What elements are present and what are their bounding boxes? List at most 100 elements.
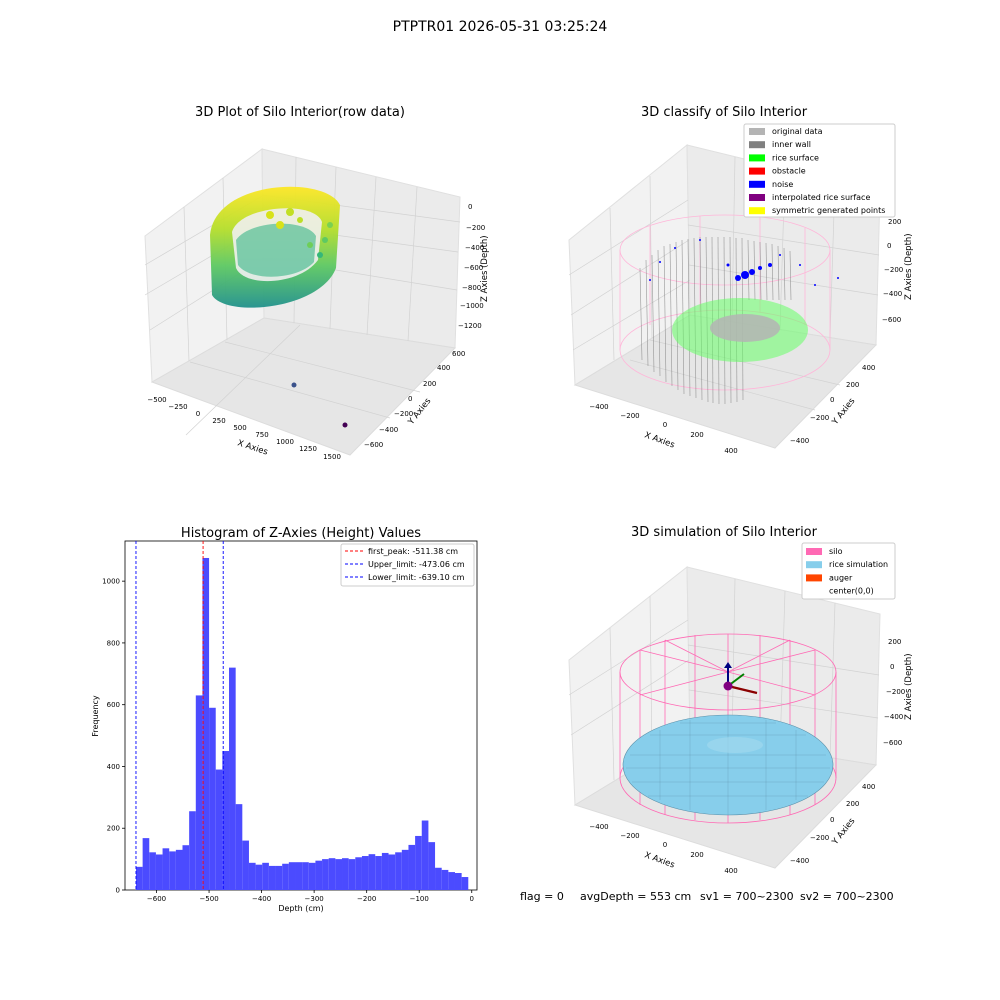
classify-z-label: Z Axies (Depth) <box>904 233 914 300</box>
tick-label: 200 <box>690 431 703 439</box>
raw-y-ticks: −600 −400 −200 0 200 400 600 <box>364 350 465 449</box>
grid-lines <box>568 578 880 781</box>
histogram-bar <box>308 862 316 890</box>
histogram-bar <box>335 859 343 890</box>
tick-label: −800 <box>462 284 481 292</box>
outlier-point-2 <box>342 422 348 428</box>
y-tick-label: 0 <box>116 887 120 895</box>
legend-frame <box>743 123 896 218</box>
tick-label: −200 <box>394 410 413 418</box>
status-avg-depth: avgDepth = 553 cm <box>580 890 691 903</box>
legend-label: noise <box>772 180 793 189</box>
histogram-bar <box>235 804 243 890</box>
legend-swatch <box>749 141 765 149</box>
histogram-y-label: Frequency <box>91 695 100 737</box>
legend-label: silo <box>829 547 843 556</box>
tick-label: 1500 <box>323 453 341 461</box>
histogram-bar <box>215 769 223 890</box>
panel-raw-title: 3D Plot of Silo Interior(row data) <box>195 105 405 120</box>
tick-label: 200 <box>888 638 901 646</box>
legend-swatch <box>749 154 765 162</box>
histogram-bar <box>209 707 216 890</box>
histogram-bar <box>368 854 376 890</box>
histogram-bar <box>302 862 309 890</box>
legend-label: symmetric generated points <box>772 206 885 215</box>
tick-label: 200 <box>846 800 859 808</box>
histogram-bar <box>262 862 269 890</box>
histogram-bar <box>408 844 416 890</box>
legend-label: Upper_limit: -473.06 cm <box>368 560 465 569</box>
histogram-bar <box>388 854 396 890</box>
tick-label: −400 <box>884 713 903 721</box>
tick-label: −500 <box>147 396 166 404</box>
legend-label: original data <box>772 127 823 136</box>
histogram-legend: first_peak: -511.38 cm Upper_limit: -473.… <box>340 543 475 587</box>
tick-label: −1000 <box>460 302 484 310</box>
tick-label: 400 <box>862 783 875 791</box>
tick-label: −200 <box>884 266 903 274</box>
y-tick-label: 400 <box>107 763 120 771</box>
x-tick-label: −200 <box>357 895 376 903</box>
tick-label: −400 <box>589 823 608 831</box>
tick-label: 400 <box>724 867 737 875</box>
legend-swatch <box>806 574 822 582</box>
tick-label: 600 <box>452 350 465 358</box>
legend-swatch <box>749 180 765 188</box>
simulation-center-axes <box>723 662 758 695</box>
histogram-bar <box>282 863 289 890</box>
histogram-bar <box>421 820 429 890</box>
tick-label: −400 <box>883 290 902 298</box>
histogram-bar <box>328 858 336 890</box>
tick-label: 500 <box>233 424 246 432</box>
panel-simulation-3d: 3D simulation of Silo Interior <box>568 525 914 875</box>
legend-swatch <box>806 561 822 569</box>
legend-swatch <box>749 167 765 175</box>
tick-label: −1200 <box>458 322 482 330</box>
histogram-bar <box>348 859 356 890</box>
histogram-bar <box>162 848 170 890</box>
histogram-bar <box>202 557 210 890</box>
histogram-bar <box>195 695 203 890</box>
histogram-bar <box>435 867 442 890</box>
tick-label: 0 <box>887 242 891 250</box>
classify-x-ticks: −400 −200 0 200 400 <box>589 403 737 455</box>
simulation-rice-center <box>707 737 763 753</box>
raw-x-ticks: −500 −250 0 250 500 750 1000 1250 1500 <box>147 396 341 461</box>
classify-x-label: X Axies <box>643 430 676 450</box>
histogram-bar <box>175 849 183 890</box>
histogram-bar <box>428 842 436 890</box>
histogram-bar <box>355 857 362 890</box>
tick-label: −400 <box>379 426 398 434</box>
legend-frame <box>801 542 896 600</box>
tick-label: −200 <box>810 414 829 422</box>
histogram-bar <box>135 866 143 890</box>
raw-z-ticks: 0 −200 −400 −600 −800 −1000 −1200 <box>458 203 485 330</box>
tick-label: 400 <box>862 364 875 372</box>
tick-label: 200 <box>423 380 436 388</box>
tick-label: 200 <box>888 218 901 226</box>
histogram-x-ticks: −600 −500 −400 −300 −200 −100 0 <box>147 890 474 903</box>
classify-noise <box>649 239 839 286</box>
histogram-bar <box>268 865 276 890</box>
histogram-bar <box>401 849 409 890</box>
tick-label: 250 <box>212 417 225 425</box>
x-tick-label: −100 <box>410 895 429 903</box>
tick-label: −600 <box>464 264 483 272</box>
classify-z-ticks: 200 0 −200 −400 −600 <box>882 218 903 324</box>
tick-label: 0 <box>890 663 894 671</box>
y-tick-label: 1000 <box>102 578 120 586</box>
pane-floor <box>573 314 878 449</box>
histogram-x-label: Depth (cm) <box>278 904 323 913</box>
tick-label: 200 <box>846 381 859 389</box>
classify-y-ticks: −400 −200 0 200 400 <box>790 364 875 445</box>
histogram-bar <box>361 856 369 890</box>
tick-label: 400 <box>437 364 450 372</box>
legend-label: auger <box>829 573 853 582</box>
tick-label: 0 <box>830 816 834 824</box>
histogram-bar <box>395 852 402 890</box>
simulation-x-label: X Axies <box>643 850 676 870</box>
legend-label: rice surface <box>772 153 819 162</box>
legend-label: center(0,0) <box>829 587 874 596</box>
histogram-bar <box>155 854 163 890</box>
tick-label: 0 <box>408 395 412 403</box>
